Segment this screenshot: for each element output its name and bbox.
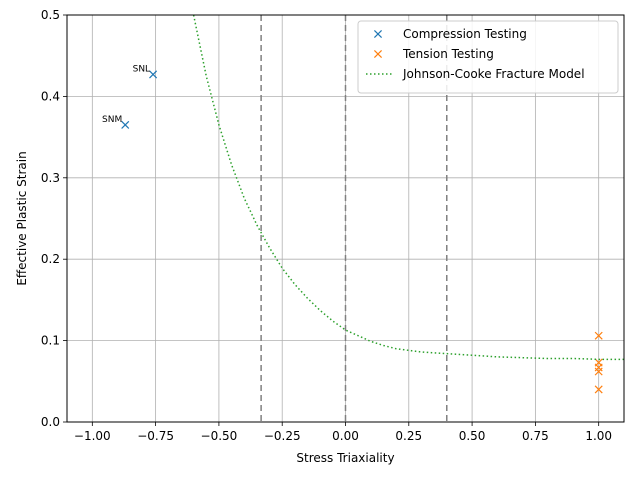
- marker-stroke: [121, 120, 130, 129]
- legend-marker: [373, 29, 383, 39]
- y-tick-label: 0.5: [41, 8, 60, 22]
- reference-lines: [260, 15, 448, 422]
- legend: Compression Testing Tension Testing Johnso…: [357, 20, 619, 94]
- model-curve: [192, 15, 624, 361]
- legend-label: Compression Testing: [403, 27, 527, 41]
- x-tick-label: 0.25: [395, 429, 422, 443]
- annotations: SNL SNM: [102, 64, 150, 124]
- y-tick-label: 0.1: [41, 334, 60, 348]
- data-point: [121, 120, 130, 129]
- axis-ticks: −1.00 −0.75 −0.50 −0.25 0.00 0.25 0.50 0.75 1.00…: [41, 8, 612, 443]
- data-point: [149, 70, 158, 79]
- marker-stroke: [594, 385, 603, 394]
- x-tick-label: 0.75: [522, 429, 549, 443]
- plot-series: [121, 15, 624, 394]
- x-tick-label: −0.25: [264, 429, 301, 443]
- x-tick-label: 0.00: [332, 429, 359, 443]
- x-tick-label: 0.50: [459, 429, 486, 443]
- data-point: [594, 331, 603, 340]
- point-annotation: SNM: [102, 115, 122, 125]
- legend-label: Tension Testing: [402, 47, 494, 61]
- legend-marker: [373, 49, 383, 59]
- x-tick-label: −0.75: [137, 429, 174, 443]
- marker-stroke: [149, 70, 158, 79]
- y-axis-label: Effective Plastic Strain: [15, 151, 29, 285]
- marker-stroke: [373, 29, 383, 39]
- marker-stroke: [594, 331, 603, 340]
- y-tick-label: 0.0: [41, 415, 60, 429]
- y-tick-label: 0.4: [41, 89, 60, 103]
- point-annotation: SNL: [133, 64, 150, 74]
- data-point: [594, 367, 603, 376]
- y-tick-label: 0.3: [41, 171, 60, 185]
- x-tick-label: 1.00: [585, 429, 612, 443]
- y-tick-label: 0.2: [41, 252, 60, 266]
- legend-box: [357, 20, 619, 94]
- legend-label: Johnson-Cooke Fracture Model: [402, 67, 585, 81]
- marker-stroke: [594, 367, 603, 376]
- data-point: [594, 385, 603, 394]
- x-axis-label: Stress Triaxiality: [296, 451, 394, 465]
- x-tick-label: −1.00: [74, 429, 111, 443]
- x-tick-label: −0.50: [201, 429, 238, 443]
- marker-stroke: [373, 49, 383, 59]
